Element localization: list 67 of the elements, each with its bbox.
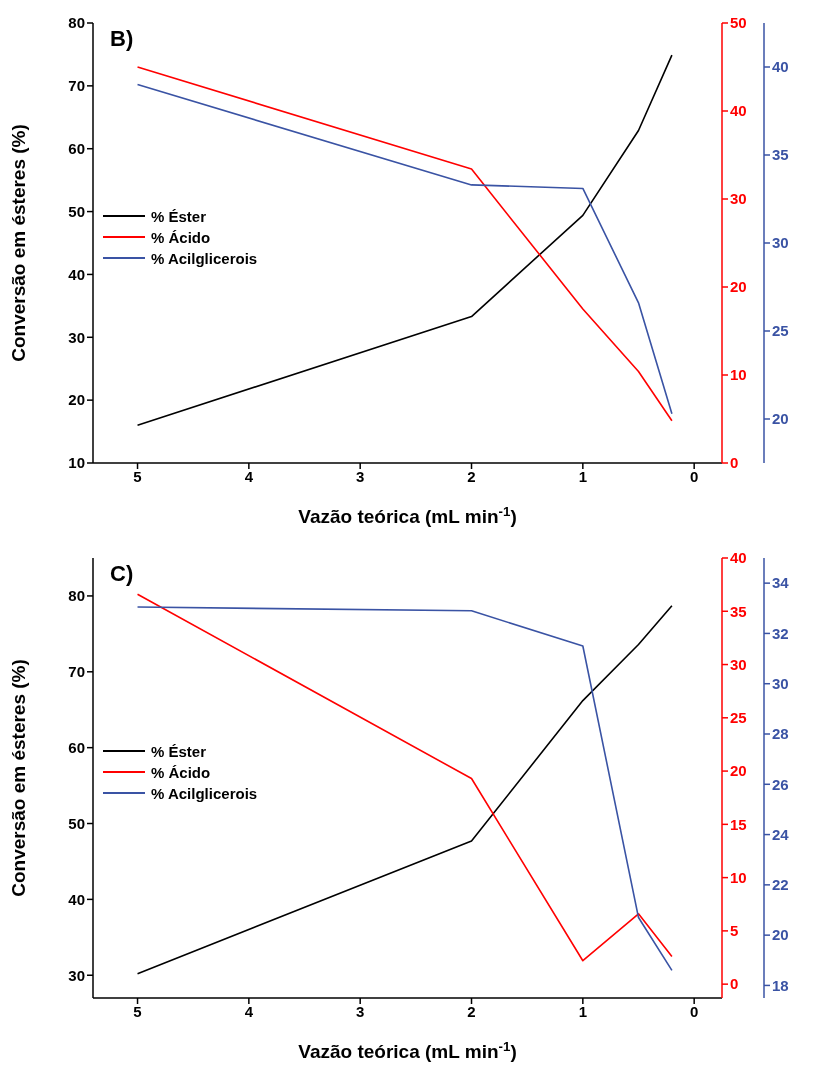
y3-tick-label: 30	[772, 675, 789, 693]
x-axis-title: Vazão teórica (mL min$^{-1}$)	[298, 503, 517, 527]
y3-tick-label: 40	[772, 58, 789, 76]
y2-tick-label: 40	[730, 102, 747, 120]
x-tick-label: 2	[467, 1002, 476, 1020]
annotation: B)	[110, 26, 134, 52]
x-tick-label: 1	[578, 1002, 588, 1020]
y2-tick-label: 10	[730, 366, 747, 384]
y-tick-label: 10	[68, 454, 85, 472]
y3-tick-label: 28	[772, 725, 789, 743]
legend-label: % Éster	[151, 207, 207, 225]
x-tick-label: 4	[244, 1002, 254, 1020]
y3-tick-label: 26	[772, 775, 789, 793]
y2-tick-label: 0	[730, 975, 739, 993]
y2-tick-label: 30	[730, 655, 747, 673]
y-tick-label: 40	[68, 265, 85, 283]
x-tick-label: 0	[690, 1002, 699, 1020]
y3-tick-label: 35	[772, 146, 789, 164]
x-axis-title: Vazão teórica (mL min$^{-1}$)	[298, 1038, 517, 1062]
y2-tick-label: 50	[730, 14, 747, 32]
y-tick-label: 80	[68, 587, 85, 605]
y2-tick-label: 35	[730, 602, 747, 620]
y2-tick-label: 25	[730, 709, 747, 727]
y-tick-label: 50	[68, 814, 85, 832]
y-tick-label: 70	[68, 663, 85, 681]
y3-tick-label: 25	[772, 322, 789, 340]
y2-tick-label: 10	[730, 868, 747, 886]
y-tick-label: 70	[68, 77, 85, 95]
y3-tick-label: 30	[772, 234, 789, 252]
y2-tick-label: 20	[730, 278, 747, 296]
legend-label: % Acilglicerois	[151, 249, 258, 267]
legend-label: % Ácido	[151, 228, 211, 246]
y-tick-label: 80	[68, 14, 85, 32]
y2-tick-label: 15	[730, 815, 747, 833]
annotation: C)	[110, 561, 134, 587]
legend-label: % Acilglicerois	[151, 784, 258, 802]
x-tick-label: 3	[356, 467, 365, 485]
legend-label: % Ácido	[151, 763, 211, 781]
x-tick-label: 0	[690, 467, 699, 485]
y-axis-title: Conversão em ésteres (%)	[7, 659, 29, 897]
y3-tick-label: 32	[772, 624, 789, 642]
y3-tick-label: 34	[772, 574, 790, 592]
y-axis-title: Conversão em ésteres (%)	[7, 124, 29, 362]
y-tick-label: 30	[68, 328, 85, 346]
x-tick-label: 4	[244, 467, 254, 485]
y-tick-label: 60	[68, 738, 85, 756]
x-tick-label: 5	[133, 467, 142, 485]
y-tick-label: 50	[68, 202, 85, 220]
y3-tick-label: 20	[772, 926, 789, 944]
y-tick-label: 60	[68, 140, 85, 158]
y2-tick-label: 5	[730, 922, 739, 940]
x-tick-label: 1	[578, 467, 588, 485]
y3-tick-label: 22	[772, 876, 789, 894]
y2-tick-label: 20	[730, 762, 747, 780]
y3-tick-label: 20	[772, 410, 789, 428]
x-tick-label: 2	[467, 467, 476, 485]
y3-tick-label: 24	[772, 825, 790, 843]
x-tick-label: 5	[133, 1002, 142, 1020]
y-tick-label: 30	[68, 966, 85, 984]
y-tick-label: 40	[68, 890, 85, 908]
y2-tick-label: 40	[730, 549, 747, 567]
y2-tick-label: 0	[730, 454, 739, 472]
x-tick-label: 3	[356, 1002, 365, 1020]
legend-label: % Éster	[151, 742, 207, 760]
y-tick-label: 20	[68, 391, 85, 409]
y3-tick-label: 18	[772, 976, 789, 994]
y2-tick-label: 30	[730, 190, 747, 208]
